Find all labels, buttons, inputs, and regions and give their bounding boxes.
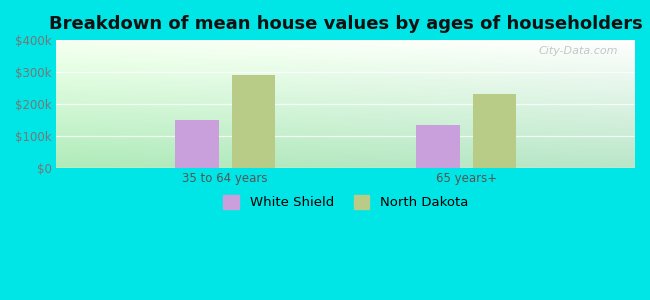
Legend: White Shield, North Dakota: White Shield, North Dakota: [218, 190, 474, 214]
Text: City-Data.com: City-Data.com: [538, 46, 617, 56]
Bar: [417, 124, 460, 168]
Title: Breakdown of mean house values by ages of householders: Breakdown of mean house values by ages o…: [49, 15, 643, 33]
Bar: [473, 94, 516, 168]
Bar: [232, 75, 275, 168]
Bar: [176, 120, 218, 168]
